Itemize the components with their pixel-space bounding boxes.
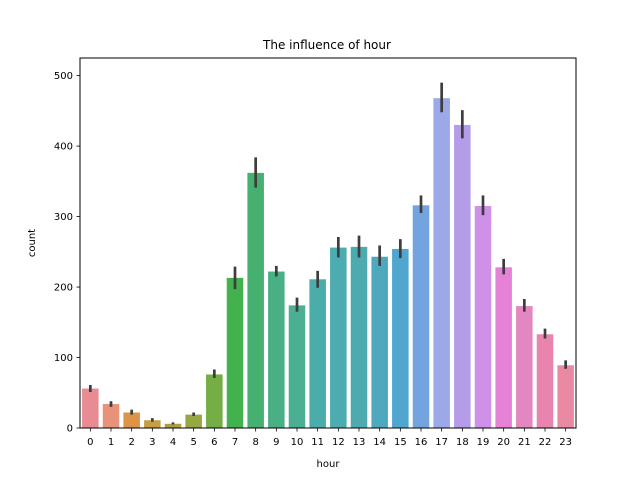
bar-hour-20 (495, 267, 512, 428)
error-bars-group (88, 82, 568, 425)
y-tick-label: 0 (67, 424, 73, 435)
x-axis-label: hour (317, 459, 341, 470)
bar-hour-21 (516, 306, 533, 428)
bar-hour-19 (474, 206, 492, 428)
bar-hour-8 (247, 172, 264, 428)
x-tick-label: 23 (559, 437, 572, 448)
bar-hour-10 (288, 305, 306, 428)
bar-hour-3 (144, 420, 161, 428)
x-axis-ticks: 0 1 2 3 4 5 6 7 8 9 10 11 12 13 14 15 16 17 18 19 20 21 22 23 (87, 428, 572, 448)
bar-hour-23 (557, 365, 574, 428)
x-tick-label: 14 (373, 437, 386, 448)
x-tick-label: 1 (108, 437, 114, 448)
x-tick-label: 15 (394, 437, 407, 448)
y-tick-label: 200 (54, 283, 73, 294)
x-tick-label: 19 (477, 437, 490, 448)
x-tick-label: 8 (252, 437, 258, 448)
bar-hour-6 (206, 374, 223, 428)
bar-hour-9 (268, 271, 285, 428)
x-tick-label: 20 (497, 437, 510, 448)
x-tick-label: 18 (456, 437, 469, 448)
bar-hour-22 (536, 334, 554, 428)
x-tick-label: 7 (232, 437, 238, 448)
bar-hour-14 (371, 256, 388, 428)
x-tick-label: 12 (332, 437, 345, 448)
y-axis-label: count (27, 229, 38, 257)
x-tick-label: 4 (170, 437, 176, 448)
x-tick-label: 2 (128, 437, 134, 448)
x-tick-label: 6 (211, 437, 217, 448)
plot-frame (79, 57, 577, 429)
bar-hour-13 (350, 246, 368, 428)
x-tick-label: 9 (273, 437, 279, 448)
bar-hour-1 (102, 404, 120, 428)
x-tick-label: 3 (149, 437, 155, 448)
y-tick-label: 400 (54, 142, 73, 153)
bar-hour-15 (392, 248, 409, 428)
bar-hour-16 (412, 205, 430, 428)
bar-hour-0 (82, 388, 99, 428)
bar-hour-7 (226, 277, 244, 428)
x-tick-label: 17 (435, 437, 448, 448)
chart-title: The influence of hour (262, 38, 391, 52)
bar-hour-17 (433, 98, 450, 429)
y-tick-label: 500 (54, 71, 73, 82)
bar-hour-5 (185, 414, 202, 428)
x-tick-label: 21 (518, 437, 531, 448)
bar-hour-4 (164, 423, 182, 428)
y-axis-ticks: 0 100 200 300 400 500 (54, 71, 80, 435)
x-tick-label: 16 (415, 437, 428, 448)
x-tick-label: 11 (311, 437, 324, 448)
bars-group (82, 98, 574, 429)
bar-hour-12 (330, 247, 347, 428)
y-tick-label: 100 (54, 353, 73, 364)
x-tick-label: 5 (190, 437, 196, 448)
y-tick-label: 300 (54, 212, 73, 223)
x-tick-label: 0 (87, 437, 93, 448)
x-tick-label: 10 (291, 437, 304, 448)
bar-hour-2 (123, 412, 140, 428)
bar-hour-11 (309, 279, 326, 428)
x-tick-label: 22 (539, 437, 552, 448)
x-tick-label: 13 (353, 437, 366, 448)
bar-hour-18 (454, 124, 471, 428)
